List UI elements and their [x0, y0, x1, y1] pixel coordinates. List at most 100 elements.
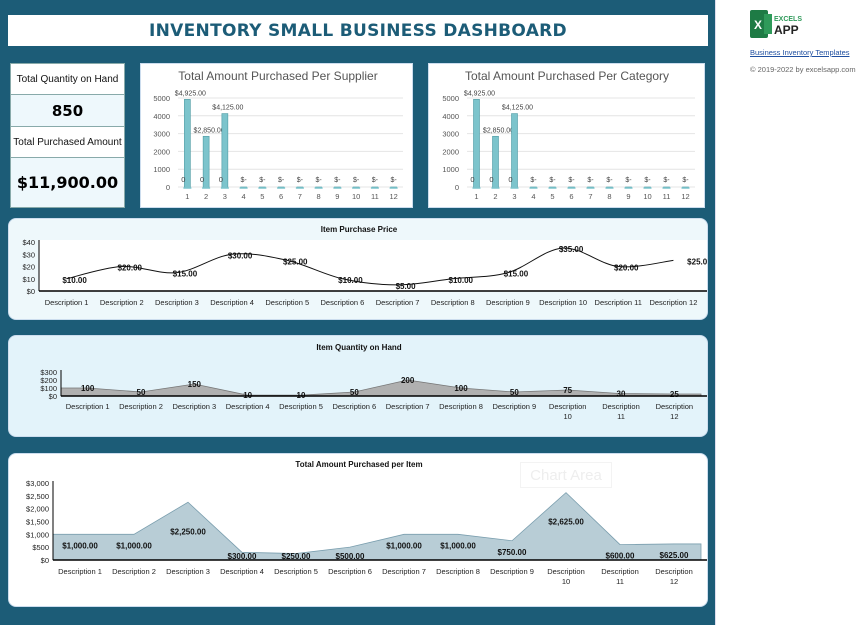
data-label: $- [568, 177, 575, 184]
y-tick-label: 4000 [442, 112, 459, 121]
data-label: $- [663, 177, 670, 184]
category-chart[interactable]: Total Amount Purchased Per Category01000… [428, 63, 705, 208]
y-tick-label: 0 [455, 183, 459, 192]
data-label: $- [278, 177, 285, 184]
y-tick-label: $500 [32, 543, 49, 552]
x-tick-label: Description 6 [321, 298, 365, 307]
business-inventory-templates-link[interactable]: Business Inventory Templates [750, 48, 850, 57]
data-label: $- [606, 177, 613, 184]
y-tick-label: $200 [40, 376, 57, 385]
x-tick-label: Description 9 [490, 567, 534, 576]
data-label: $600.00 [606, 552, 635, 561]
data-label: 50 [510, 388, 519, 397]
data-label: 75 [563, 386, 572, 395]
data-label: $- [644, 177, 651, 184]
x-tick-label: 5 [260, 192, 264, 201]
x-tick-label: Description 6 [328, 567, 372, 576]
chart-area-tooltip: Chart Area [520, 462, 612, 488]
data-label: $- [391, 177, 398, 184]
data-label: 25 [670, 390, 679, 399]
kpi-panel: Total Quantity on Hand 850 Total Purchas… [10, 63, 125, 208]
data-label: $- [372, 177, 379, 184]
x-tick-label: 4 [242, 192, 246, 201]
qty-label: Total Quantity on Hand [11, 64, 124, 95]
x-tick-label: 8 [317, 192, 321, 201]
chart-title: Total Amount Purchased Per Category [465, 69, 669, 83]
data-label: 50 [137, 388, 146, 397]
data-label: $750.00 [498, 548, 527, 557]
secondary-label: 0 [470, 175, 474, 184]
data-label: $- [530, 177, 537, 184]
data-label: $25.00 [283, 257, 308, 266]
data-label: $2,850.00 [483, 127, 514, 134]
brand-top: EXCELS [774, 16, 802, 23]
y-tick-label: $2,000 [26, 505, 49, 514]
x-tick-label: 9 [335, 192, 339, 201]
y-tick-label: $0 [49, 392, 57, 401]
data-label: $500.00 [336, 552, 365, 561]
x-tick-label: Description 4 [226, 402, 270, 411]
data-label: 100 [81, 384, 95, 393]
x-tick-label: Description 5 [274, 567, 318, 576]
x-tick-label: Description 3 [155, 298, 199, 307]
data-label: $300.00 [228, 552, 257, 561]
data-label: 50 [350, 388, 359, 397]
data-label: 30 [617, 390, 626, 399]
data-label: $25.00 [687, 257, 708, 266]
data-label: $1,000.00 [116, 541, 152, 550]
svg-text:X: X [754, 18, 762, 32]
x-tick-label: Description 9 [486, 298, 530, 307]
x-tick-label: 12 [681, 192, 689, 201]
x-tick-label: 10 [352, 192, 360, 201]
price-chart[interactable]: Item Purchase Price $0 $10 $20 $30 $40 Descrip… [8, 218, 708, 320]
x-tick-label: 7 [588, 192, 592, 201]
data-label: $15.00 [504, 270, 529, 279]
y-tick-label: $10 [22, 275, 35, 284]
x-tick-label: Description 10 [549, 402, 587, 421]
x-tick-label: Description 8 [431, 298, 475, 307]
data-label: $- [587, 177, 594, 184]
x-tick-label: 8 [607, 192, 611, 201]
data-label: $- [334, 177, 341, 184]
data-label: 100 [454, 384, 468, 393]
y-tick-label: 2000 [153, 147, 170, 156]
data-label: $- [241, 177, 248, 184]
x-tick-label: Description 10 [547, 567, 585, 586]
x-tick-label: Description 11 [602, 402, 640, 421]
y-tick-label: $1,000 [26, 530, 49, 539]
x-tick-label: Description 11 [601, 567, 639, 586]
x-tick-label: 7 [298, 192, 302, 201]
data-label: $20.00 [614, 264, 639, 273]
x-tick-label: Description 4 [220, 567, 264, 576]
qty-chart[interactable]: Item Quantity on Hand $0$100$200$300 Descr… [8, 335, 708, 437]
amount-chart[interactable]: Total Amount Purchased per Item $0 $500 $1,… [8, 453, 708, 607]
data-label: $30.00 [228, 251, 253, 260]
y-tick-label: 4000 [153, 112, 170, 121]
excels-app-logo: X EXCELS APP [750, 10, 802, 38]
secondary-label: 0 [181, 175, 185, 184]
x-tick-label: Description 7 [376, 298, 420, 307]
y-tick-label: 5000 [442, 94, 459, 103]
x-tick-label: 6 [569, 192, 573, 201]
data-label: $2,625.00 [548, 518, 584, 527]
secondary-label: 0 [489, 175, 493, 184]
y-tick-label: $3,000 [26, 479, 49, 488]
y-tick-label: $0 [41, 556, 49, 565]
x-tick-label: Description 8 [436, 567, 480, 576]
price-line [66, 247, 674, 286]
y-tick-label: $2,500 [26, 492, 49, 501]
x-tick-label: Description 2 [112, 567, 156, 576]
x-tick-label: Description 8 [439, 402, 483, 411]
amount-value: $11,900.00 [11, 158, 124, 207]
x-tick-label: Description 5 [265, 298, 309, 307]
x-tick-label: 9 [626, 192, 630, 201]
x-tick-label: Description 9 [492, 402, 536, 411]
y-tick-label: 3000 [442, 130, 459, 139]
data-label: $4,125.00 [212, 105, 243, 112]
x-tick-label: Description 12 [655, 567, 693, 586]
supplier-chart[interactable]: Total Amount Purchased Per Supplier01000… [140, 63, 413, 208]
y-tick-label: $20 [22, 263, 35, 272]
data-label: $2,850.00 [194, 127, 225, 134]
data-label: $15.00 [173, 270, 198, 279]
chart-title: Total Amount Purchased Per Supplier [178, 69, 377, 83]
